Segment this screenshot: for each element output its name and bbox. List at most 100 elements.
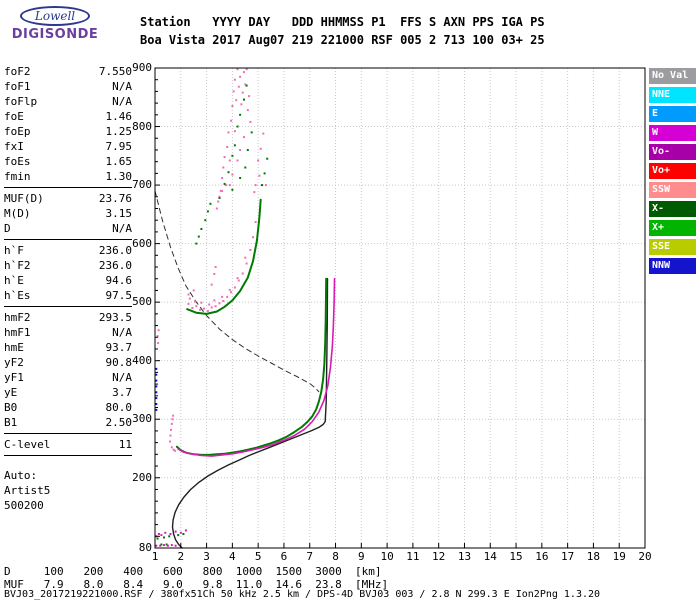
legend-item-ssw: SSW: [649, 182, 696, 198]
param-value: 1.30: [105, 170, 133, 183]
muf-row: MUF 7.9 8.0 8.4 9.0 9.8 11.0 14.6 23.8 […: [4, 578, 389, 591]
left-edge-scatter-pink: [156, 329, 177, 452]
param-value: N/A: [112, 222, 132, 235]
x-axis-label: 5: [254, 550, 262, 563]
separator: [4, 187, 132, 188]
x-axis-label: 16: [535, 550, 549, 563]
param-row: MUF(D) 23.76: [4, 191, 132, 206]
param-value: 7.550: [98, 65, 132, 78]
ionogram-plot: [154, 67, 646, 549]
parameter-panel: foF2 7.550 foF1 N/A foFlp N/A foE 1.46 foEp 1.25 f…: [4, 64, 132, 513]
x-axis-label: 18: [586, 550, 601, 563]
param-label: h`F: [4, 244, 24, 257]
legend-item-vo-: Vo-: [649, 144, 696, 160]
multiple-echo-scatter-green: [195, 84, 269, 245]
param-value: 3.15: [105, 207, 133, 220]
x-axis-label: 17: [561, 550, 575, 563]
lowell-logo-oval: Lowell: [19, 6, 91, 26]
param-label: hmF2: [4, 311, 31, 324]
param-value: 80.0: [105, 401, 133, 414]
param-row: C-level 11: [4, 437, 132, 452]
param-label: hmE: [4, 341, 24, 354]
param-value: N/A: [112, 80, 132, 93]
y-axis-label: 200: [132, 470, 152, 484]
param-row: hmE 93.7: [4, 340, 132, 355]
param-footer-line: Auto:: [4, 469, 38, 482]
param-value: 3.7: [112, 386, 132, 399]
second-hop-ordinary: [186, 198, 262, 315]
param-label: h`E: [4, 274, 24, 287]
muf-distance-table: D 100 200 400 600 800 1000 1500 3000 [km…: [4, 565, 388, 591]
param-value: 97.5: [105, 289, 133, 302]
param-row: M(D) 3.15: [4, 206, 132, 221]
d-row: D 100 200 400 600 800 1000 1500 3000 [km…: [4, 565, 382, 578]
param-row: B0 80.0: [4, 400, 132, 415]
station-header-values: Boa Vista 2017 Aug07 219 221000 RSF 005 …: [140, 33, 545, 47]
param-value: 90.8: [105, 356, 133, 369]
param-row: yF2 90.8: [4, 355, 132, 370]
param-label: foF2: [4, 65, 31, 78]
legend-item-sse: SSE: [649, 239, 696, 255]
param-label: foFlp: [4, 95, 38, 108]
param-label: B1: [4, 416, 18, 429]
plot-border: [154, 67, 646, 549]
y-axis-label: 800: [132, 119, 152, 133]
x-axis-label: 12: [432, 550, 446, 563]
legend-item-nne: NNE: [649, 87, 696, 103]
drift-marks-blue: [155, 367, 158, 411]
param-label: fxI: [4, 140, 24, 153]
param-value: 94.6: [105, 274, 133, 287]
x-axis-label: 10: [380, 550, 394, 563]
param-row: hmF1 N/A: [4, 325, 132, 340]
param-footer-line: Artist5: [4, 484, 51, 497]
param-label: foEp: [4, 125, 31, 138]
lowell-digisonde-logo: Lowell DIGISONDE: [6, 5, 104, 42]
param-value: 23.76: [98, 192, 132, 205]
electron-density-profile: [171, 277, 329, 549]
x-axis-label: 20: [638, 550, 652, 563]
param-label: C-level: [4, 438, 51, 451]
param-value: 236.0: [98, 259, 132, 272]
param-value: 1.65: [105, 155, 133, 168]
axis-ticks: [154, 79, 646, 548]
e-region-echoes-green: [156, 533, 185, 546]
param-row: yE 3.7: [4, 385, 132, 400]
param-label: hmF1: [4, 326, 31, 339]
x-axis-label: 6: [280, 550, 288, 563]
param-label: foEs: [4, 155, 31, 168]
e-region-echoes-pink: [155, 529, 187, 547]
param-label: D: [4, 222, 11, 235]
x-axis-label: 2: [177, 550, 185, 563]
transmission-curve-dashed: [154, 190, 320, 393]
param-label: yE: [4, 386, 18, 399]
y-axis-label: 700: [132, 178, 152, 192]
x-axis-label: 4: [229, 550, 236, 563]
x-axis-label: 15: [509, 550, 523, 563]
legend-item-vo+: Vo+: [649, 163, 696, 179]
grid-lines: [155, 68, 645, 548]
param-row: h`Es 97.5: [4, 288, 132, 303]
param-row: foFlp N/A: [4, 94, 132, 109]
legend-item-nnw: NNW: [649, 258, 696, 274]
param-row: B1 2.50: [4, 415, 132, 430]
param-label: B0: [4, 401, 18, 414]
y-axis-label: 400: [132, 353, 152, 367]
param-value: 93.7: [105, 341, 133, 354]
param-value: 1.46: [105, 110, 133, 123]
y-axis-label: 500: [132, 295, 152, 309]
x-axis-label: 14: [483, 550, 497, 563]
param-row: yF1 N/A: [4, 370, 132, 385]
logo-digisonde-text: DIGISONDE: [11, 27, 99, 42]
param-row: fmin 1.30: [4, 169, 132, 184]
separator: [4, 433, 132, 434]
param-row: foF2 7.550: [4, 64, 132, 79]
direction-color-legend: No Val NNE E W Vo- Vo+ SSW X- X+ SSE NNW: [649, 68, 696, 277]
f-trace-ordinary: [175, 277, 328, 456]
param-label: M(D): [4, 207, 31, 220]
param-label: foF1: [4, 80, 31, 93]
station-header-columns: Station YYYY DAY DDD HHMMSS P1 FFS S AXN…: [140, 15, 545, 29]
param-row: foE 1.46: [4, 109, 132, 124]
legend-item-no-val: No Val: [649, 68, 696, 84]
param-row: h`E 94.6: [4, 273, 132, 288]
